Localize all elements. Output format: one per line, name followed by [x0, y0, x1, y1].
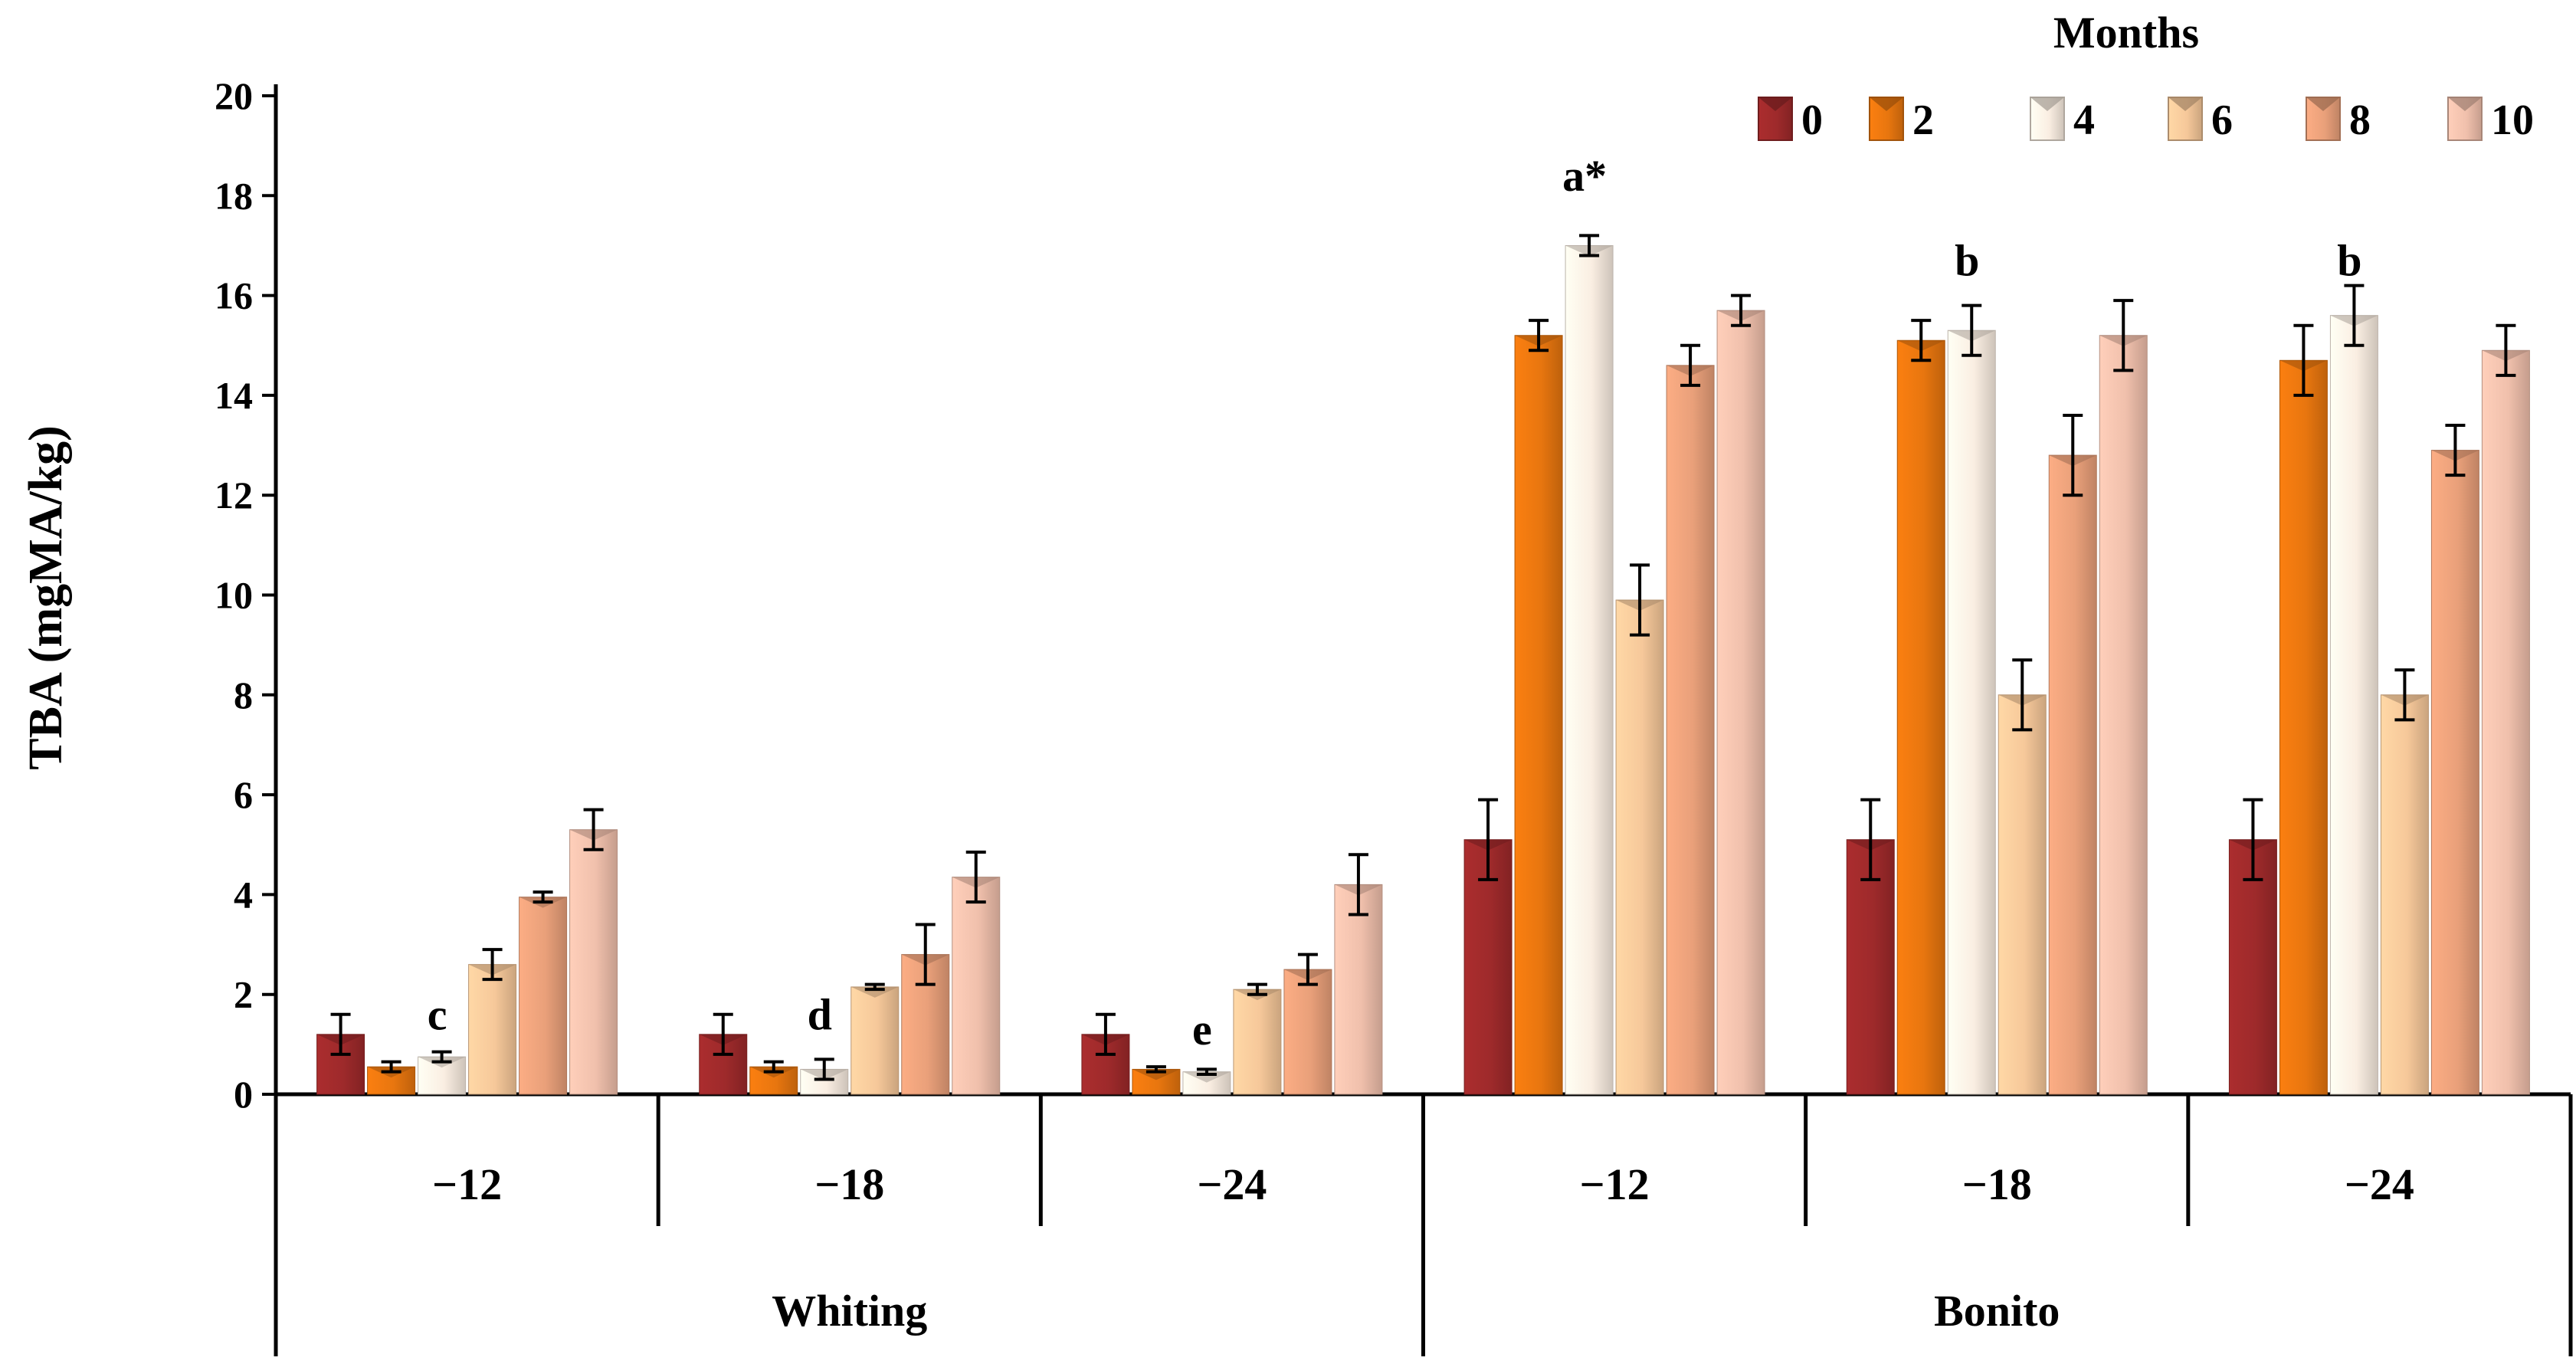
significance-annotation: b	[1955, 236, 1979, 286]
significance-annotation: e	[1192, 1005, 1212, 1054]
bar	[468, 964, 517, 1095]
bar	[1666, 365, 1715, 1095]
category-label: −18	[814, 1159, 884, 1209]
significance-annotation: d	[808, 989, 832, 1039]
y-tick-label: 2	[234, 973, 253, 1016]
bar	[952, 877, 1001, 1095]
y-axis-label: TBA (mgMA/kg)	[20, 425, 72, 770]
bar	[2279, 359, 2328, 1095]
bar	[1463, 839, 1512, 1095]
group-label: Bonito	[1934, 1286, 2060, 1336]
y-tick-label: 18	[215, 174, 253, 217]
y-tick-label: 4	[234, 873, 253, 916]
bar	[519, 897, 568, 1095]
bar	[569, 829, 618, 1095]
bar	[1615, 599, 1664, 1095]
legend-swatch-bevel	[2030, 97, 2064, 111]
bar	[2329, 315, 2378, 1095]
bar	[1334, 884, 1383, 1095]
legend-swatch-bevel	[2306, 97, 2340, 111]
y-tick-label: 0	[234, 1073, 253, 1116]
bar-bevel	[850, 986, 899, 998]
bar	[1716, 310, 1765, 1095]
legend-swatch-bevel	[2168, 97, 2202, 111]
significance-annotation: c	[428, 989, 447, 1039]
legend-label: 2	[1912, 97, 1934, 144]
bar	[1514, 335, 1563, 1095]
category-label: −24	[1197, 1159, 1267, 1209]
category-label: −24	[2345, 1159, 2414, 1209]
y-tick-label: 16	[215, 274, 253, 317]
legend-swatch-bevel	[1758, 97, 1792, 111]
bar	[2380, 694, 2429, 1095]
legend-swatch-bevel	[2448, 97, 2482, 111]
legend-label: 0	[1801, 97, 1823, 144]
bar	[2048, 454, 2097, 1095]
legend-label: 4	[2073, 97, 2095, 144]
y-tick-label: 10	[215, 574, 253, 617]
bar	[2099, 335, 2148, 1095]
category-label: −12	[432, 1159, 502, 1209]
bar	[1998, 694, 2047, 1095]
significance-annotation: a*	[1562, 151, 1607, 201]
bar-bevel	[1132, 1069, 1180, 1080]
bar	[2430, 450, 2479, 1095]
bar-bevel	[1182, 1071, 1231, 1083]
bar	[1233, 989, 1282, 1095]
bar	[2481, 349, 2530, 1095]
legend-label: 10	[2491, 97, 2534, 144]
significance-annotation: b	[2337, 236, 2361, 286]
legend-title: Months	[2053, 8, 2199, 57]
bar	[850, 986, 900, 1095]
bar	[1896, 339, 1945, 1095]
legend-label: 6	[2211, 97, 2233, 144]
bar	[1947, 330, 1996, 1095]
legend-label: 8	[2349, 97, 2371, 144]
category-label: −18	[1962, 1159, 2032, 1209]
group-label: Whiting	[772, 1286, 927, 1336]
y-tick-label: 20	[215, 74, 253, 117]
category-label: −12	[1580, 1159, 1650, 1209]
bar	[1283, 969, 1332, 1095]
y-tick-label: 6	[234, 773, 253, 816]
legend-swatch-bevel	[1870, 97, 1903, 111]
bar	[1565, 244, 1614, 1095]
y-tick-label: 14	[215, 374, 253, 417]
y-tick-label: 12	[215, 474, 253, 516]
y-tick-label: 8	[234, 674, 253, 716]
bar	[2228, 839, 2277, 1095]
